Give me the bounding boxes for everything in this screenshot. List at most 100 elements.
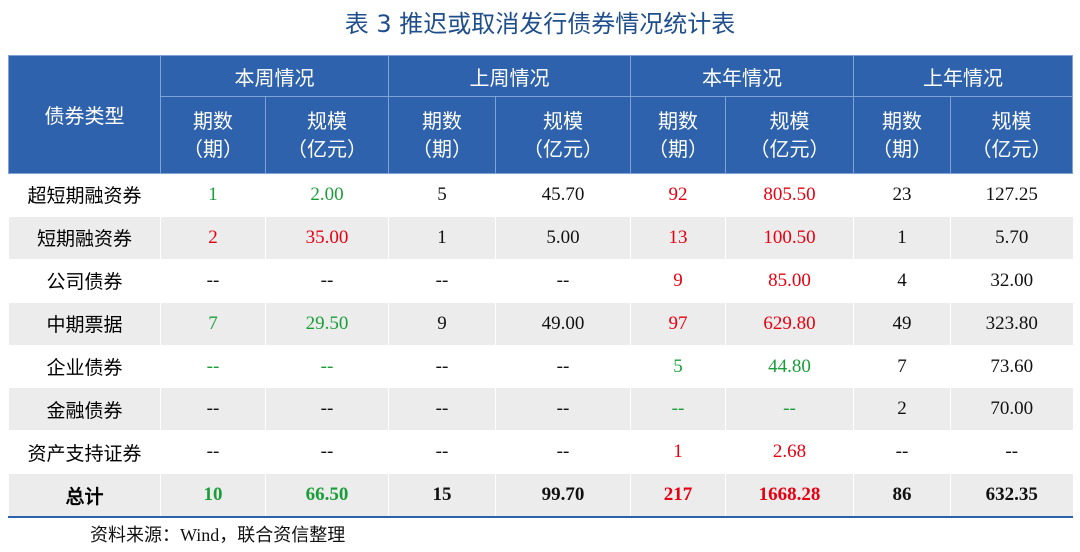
cell: -- xyxy=(388,259,496,303)
cell: -- xyxy=(495,345,631,389)
sub-header-line: （期） xyxy=(412,137,472,161)
row-label: 短期融资券 xyxy=(8,216,161,260)
sub-header-line: （期） xyxy=(648,137,708,161)
sub-header: 期数 （期） xyxy=(388,96,496,174)
sub-header-line: 期数 xyxy=(193,109,233,133)
table-row: 短期融资券 2 35.00 1 5.00 13 100.50 1 5.70 xyxy=(8,216,1073,260)
cell: -- xyxy=(160,430,266,475)
group-header: 本周情况 xyxy=(160,55,389,97)
cell: 70.00 xyxy=(950,387,1073,432)
cell: 15 xyxy=(388,473,496,519)
sub-header: 规模 （亿元） xyxy=(950,96,1073,174)
cell: 2.68 xyxy=(725,430,854,475)
sub-header: 期数 （期） xyxy=(630,96,726,174)
cell: 29.50 xyxy=(265,302,389,346)
table-row: 中期票据 7 29.50 9 49.00 97 629.80 49 323.80 xyxy=(8,302,1073,346)
cell: 44.80 xyxy=(725,345,854,389)
cell: 217 xyxy=(630,473,726,519)
cell: 73.60 xyxy=(950,345,1073,389)
cell: 85.00 xyxy=(725,259,854,303)
row-label: 总计 xyxy=(8,473,161,519)
group-header: 上周情况 xyxy=(388,55,631,97)
cell: -- xyxy=(630,387,726,432)
cell: 35.00 xyxy=(265,216,389,260)
cell: -- xyxy=(388,430,496,475)
cell: -- xyxy=(725,387,854,432)
cell: -- xyxy=(160,387,266,432)
cell: 13 xyxy=(630,216,726,260)
cell: 86 xyxy=(853,473,951,519)
cell: 1 xyxy=(853,216,951,260)
cell: 4 xyxy=(853,259,951,303)
sub-header-line: （亿元） xyxy=(971,137,1052,161)
cell: 5 xyxy=(388,173,496,217)
cell: 5.00 xyxy=(495,216,631,260)
table-row: 资产支持证券 -- -- -- -- 1 2.68 -- -- xyxy=(8,430,1073,475)
cell: -- xyxy=(388,387,496,432)
table-row: 总计 10 66.50 15 99.70 217 1668.28 86 632.35 xyxy=(8,473,1073,519)
sub-header-line: 期数 xyxy=(658,109,698,133)
sub-header-line: 规模 xyxy=(543,109,583,133)
cell: 1 xyxy=(630,430,726,475)
cell: 2 xyxy=(160,216,266,260)
cell: -- xyxy=(265,259,389,303)
sub-header: 规模 （亿元） xyxy=(725,96,854,174)
cell: 323.80 xyxy=(950,302,1073,346)
cell: 45.70 xyxy=(495,173,631,217)
cell: 1668.28 xyxy=(725,473,854,519)
cell: -- xyxy=(160,259,266,303)
cell: 9 xyxy=(388,302,496,346)
sub-header: 期数 （期） xyxy=(853,96,951,174)
table-row: 企业债券 -- -- -- -- 5 44.80 7 73.60 xyxy=(8,345,1073,389)
sub-header-line: （亿元） xyxy=(523,137,603,161)
group-header: 上年情况 xyxy=(853,55,1073,97)
table-row: 公司债券 -- -- -- -- 9 85.00 4 32.00 xyxy=(8,259,1073,303)
sub-header-line: （亿元） xyxy=(749,137,830,161)
cell: 2.00 xyxy=(265,173,389,217)
cell: 92 xyxy=(630,173,726,217)
cell: 5 xyxy=(630,345,726,389)
cell: 2 xyxy=(853,387,951,432)
cell: 805.50 xyxy=(725,173,854,217)
row-label: 金融债券 xyxy=(8,387,161,432)
cell: 5.70 xyxy=(950,216,1073,260)
table-row: 超短期融资券 1 2.00 5 45.70 92 805.50 23 127.25 xyxy=(8,173,1073,217)
table-row: 金融债券 -- -- -- -- -- -- 2 70.00 xyxy=(8,387,1073,432)
row-label: 公司债券 xyxy=(8,259,161,303)
cell: 49 xyxy=(853,302,951,346)
sub-header-line: 规模 xyxy=(991,109,1032,133)
cell: 7 xyxy=(853,345,951,389)
cell: 127.25 xyxy=(950,173,1073,217)
sub-header-line: 期数 xyxy=(422,109,462,133)
cell: 97 xyxy=(630,302,726,346)
cell: 1 xyxy=(160,173,266,217)
cell: -- xyxy=(265,430,389,475)
cell: 7 xyxy=(160,302,266,346)
cell: -- xyxy=(160,345,266,389)
cell: 9 xyxy=(630,259,726,303)
cell: 100.50 xyxy=(725,216,854,260)
table-title: 表 3 推迟或取消发行债券情况统计表 xyxy=(344,10,736,38)
cell: 32.00 xyxy=(950,259,1073,303)
row-label: 中期票据 xyxy=(8,302,161,346)
cell: 49.00 xyxy=(495,302,631,346)
sub-header-line: （亿元） xyxy=(287,137,367,161)
cell: -- xyxy=(265,387,389,432)
sub-header-line: （期） xyxy=(183,137,243,161)
source-note: 资料来源：Wind，联合资信整理 xyxy=(90,525,346,545)
corner-header: 债券类型 xyxy=(8,55,161,174)
cell: -- xyxy=(495,430,631,475)
row-label: 超短期融资券 xyxy=(8,173,161,217)
cell: -- xyxy=(265,345,389,389)
sub-header-line: 规模 xyxy=(769,109,810,133)
cell: -- xyxy=(495,387,631,432)
cell: -- xyxy=(853,430,951,475)
sub-header-line: 期数 xyxy=(882,109,922,133)
group-header: 本年情况 xyxy=(630,55,854,97)
cell: -- xyxy=(388,345,496,389)
sub-header-line: （期） xyxy=(872,137,932,161)
cell: -- xyxy=(950,430,1073,475)
cell: 629.80 xyxy=(725,302,854,346)
row-label: 资产支持证券 xyxy=(8,430,161,475)
